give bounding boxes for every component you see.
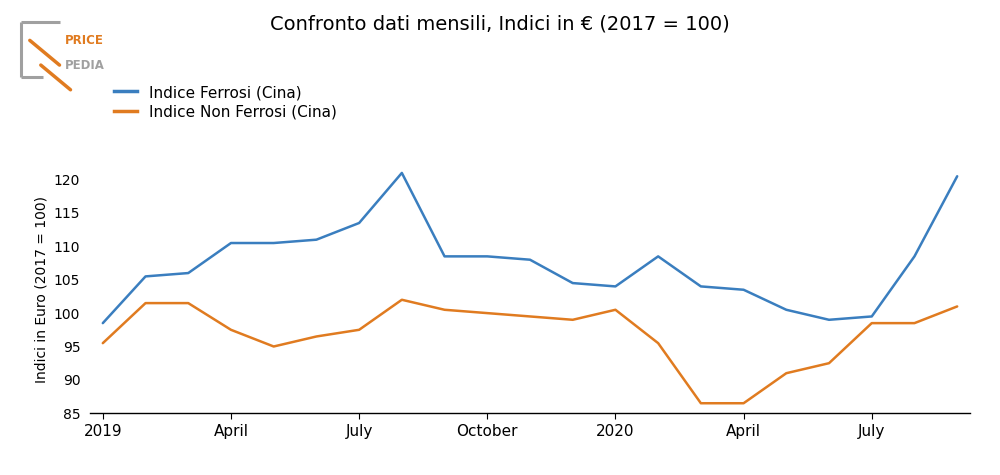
Legend: Indice Ferrosi (Cina), Indice Non Ferrosi (Cina): Indice Ferrosi (Cina), Indice Non Ferros… <box>108 79 343 126</box>
Text: PRICE: PRICE <box>65 34 104 47</box>
Text: PEDIA: PEDIA <box>65 58 105 72</box>
Text: Confronto dati mensili, Indici in € (2017 = 100): Confronto dati mensili, Indici in € (201… <box>270 14 730 33</box>
Y-axis label: Indici in Euro (2017 = 100): Indici in Euro (2017 = 100) <box>34 196 48 383</box>
